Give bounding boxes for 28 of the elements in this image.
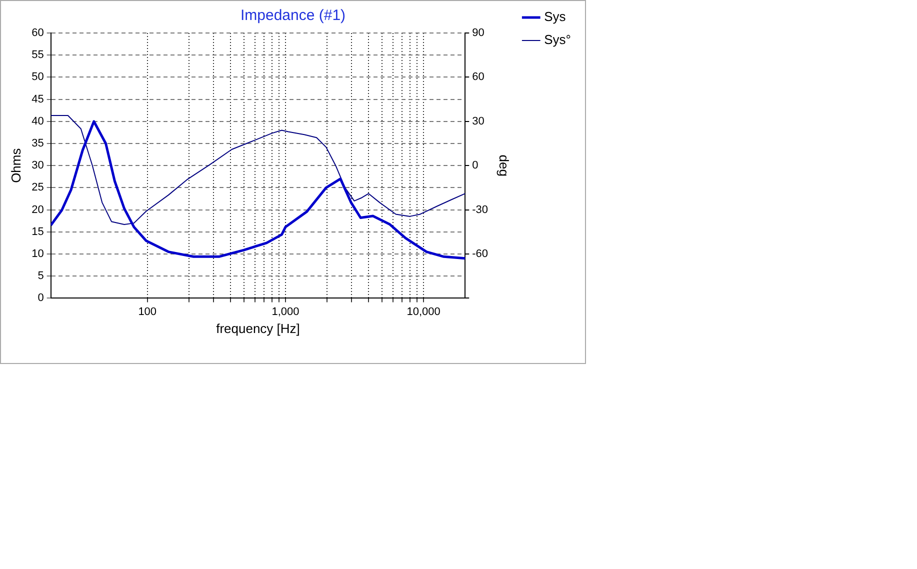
y-tick-label: 15 — [32, 226, 44, 238]
y-tick-label: 40 — [32, 115, 44, 128]
legend-label: Sys° — [544, 32, 572, 48]
y2-tick-label: 30 — [472, 115, 484, 128]
chart-title: Impedance (#1) — [240, 7, 346, 24]
y-tick-label: 55 — [32, 49, 44, 62]
y-tick-label: 45 — [32, 93, 44, 106]
y2-tick-label: 0 — [472, 160, 478, 172]
y2-tick-label: 60 — [472, 71, 484, 84]
y2-tick-label: 90 — [472, 27, 484, 40]
y2-tick-label: -60 — [472, 248, 488, 260]
legend-label: Sys — [544, 9, 566, 24]
x-tick-label: 1,000 — [272, 306, 300, 318]
y-tick-label: 35 — [32, 138, 44, 150]
x-tick-label: 10,000 — [406, 306, 440, 318]
y-tick-label: 30 — [32, 160, 44, 172]
y-tick-label: 50 — [32, 71, 44, 84]
y-tick-label: 5 — [38, 270, 44, 282]
x-axis-title: frequency [Hz] — [216, 320, 300, 336]
y2-tick-label: -30 — [472, 204, 488, 216]
y2-axis-title: deg — [496, 154, 512, 176]
x-tick-label: 100 — [138, 306, 157, 318]
y-tick-label: 60 — [32, 27, 44, 40]
y-tick-label: 10 — [32, 248, 44, 260]
y-tick-label: 25 — [32, 182, 44, 194]
y-tick-label: 0 — [38, 292, 44, 304]
y-axis-title: Ohms — [8, 148, 24, 183]
y-tick-label: 20 — [32, 204, 44, 216]
